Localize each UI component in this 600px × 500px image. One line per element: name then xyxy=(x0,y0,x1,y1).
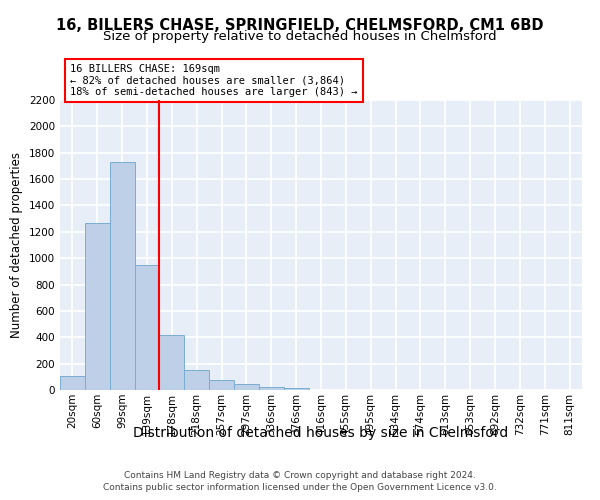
Text: Contains HM Land Registry data © Crown copyright and database right 2024.: Contains HM Land Registry data © Crown c… xyxy=(124,472,476,480)
Bar xyxy=(209,380,234,390)
Text: Distribution of detached houses by size in Chelmsford: Distribution of detached houses by size … xyxy=(133,426,509,440)
Bar xyxy=(110,162,134,390)
Bar xyxy=(284,388,308,390)
Bar xyxy=(184,370,209,390)
Bar xyxy=(259,386,284,390)
Bar xyxy=(134,265,160,390)
Text: 16 BILLERS CHASE: 169sqm
← 82% of detached houses are smaller (3,864)
18% of sem: 16 BILLERS CHASE: 169sqm ← 82% of detach… xyxy=(70,64,358,97)
Bar xyxy=(85,222,110,390)
Y-axis label: Number of detached properties: Number of detached properties xyxy=(10,152,23,338)
Bar xyxy=(234,384,259,390)
Text: Contains public sector information licensed under the Open Government Licence v3: Contains public sector information licen… xyxy=(103,483,497,492)
Text: Size of property relative to detached houses in Chelmsford: Size of property relative to detached ho… xyxy=(103,30,497,43)
Bar xyxy=(160,336,184,390)
Bar xyxy=(60,376,85,390)
Text: 16, BILLERS CHASE, SPRINGFIELD, CHELMSFORD, CM1 6BD: 16, BILLERS CHASE, SPRINGFIELD, CHELMSFO… xyxy=(56,18,544,32)
